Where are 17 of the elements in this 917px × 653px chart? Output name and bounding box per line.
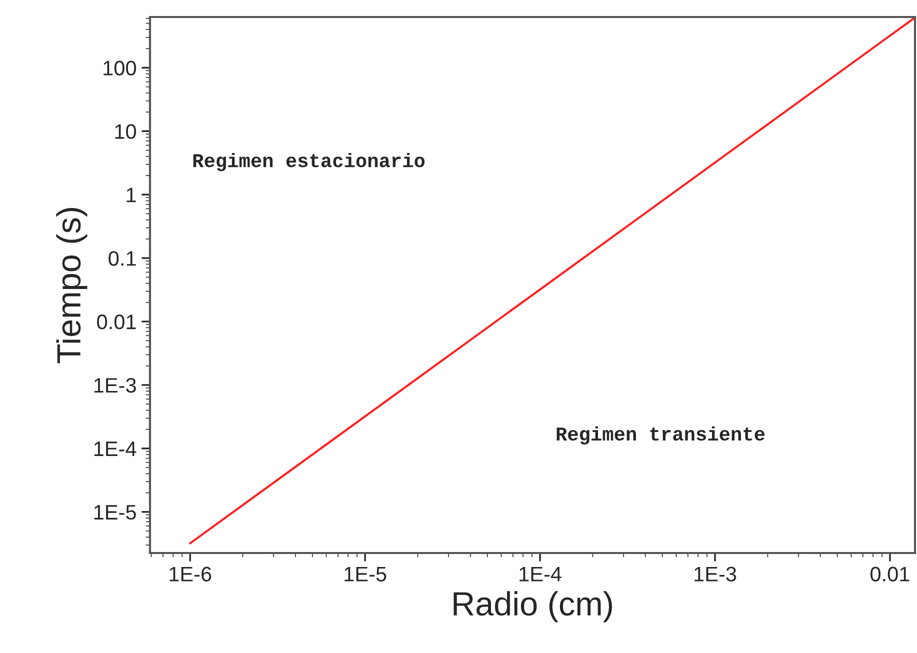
y-tick-label: 1 [126, 188, 136, 202]
x-tick-label: 0.01 [870, 566, 910, 582]
x-tick-label: 1E-4 [520, 566, 562, 582]
x-axis-title: Radio (cm) [454, 591, 612, 622]
x-tick-label: 1E-3 [694, 566, 736, 582]
x-tick-label: 1E-5 [344, 566, 386, 582]
y-tick-label: 1E-3 [94, 378, 136, 393]
y-tick-label: 0.01 [97, 314, 136, 330]
y-tick-label: 100 [104, 60, 136, 76]
y-tick-label: 1E-5 [94, 505, 136, 520]
annotation: Regimen transiente [556, 426, 765, 445]
annotation: Regimen estacionario [193, 152, 425, 172]
y-tick-label: 0.1 [108, 251, 136, 266]
y-axis-title: Tiempo (s) [56, 208, 88, 364]
x-tick-label: 1E-6 [170, 566, 212, 582]
y-tick-label: 1E-4 [94, 442, 136, 456]
y-tick-label: 10 [115, 124, 136, 139]
